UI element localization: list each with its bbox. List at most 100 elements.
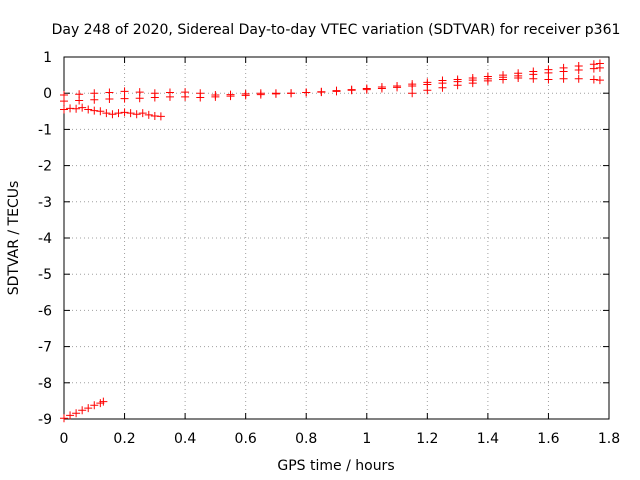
data-point bbox=[156, 112, 165, 121]
data-point bbox=[393, 83, 402, 92]
data-point bbox=[589, 75, 598, 84]
y-tick-label: -6 bbox=[38, 303, 52, 319]
data-point bbox=[138, 109, 147, 118]
y-tick-label: -3 bbox=[38, 195, 52, 211]
data-point bbox=[529, 74, 538, 83]
data-point bbox=[226, 92, 235, 101]
data-point bbox=[499, 75, 508, 84]
x-tick-label: 0 bbox=[60, 431, 69, 447]
data-point bbox=[126, 109, 135, 118]
data-point bbox=[84, 404, 93, 413]
data-point bbox=[60, 414, 68, 423]
data-point bbox=[144, 110, 153, 119]
data-point bbox=[78, 406, 87, 415]
data-point bbox=[60, 105, 68, 114]
series-track-lower-main bbox=[60, 63, 604, 106]
data-point bbox=[514, 73, 523, 82]
data-point bbox=[132, 110, 141, 119]
series-track-upper-main bbox=[60, 59, 604, 100]
data-points bbox=[60, 59, 604, 423]
data-point bbox=[438, 83, 447, 92]
y-tick-label: -9 bbox=[38, 412, 52, 428]
x-tick-label: 1.2 bbox=[416, 431, 438, 447]
data-point bbox=[347, 86, 356, 95]
data-point bbox=[559, 67, 568, 76]
data-point bbox=[453, 81, 462, 90]
data-point bbox=[120, 108, 129, 117]
y-tick-label: -8 bbox=[38, 376, 52, 392]
data-point bbox=[181, 92, 190, 101]
data-point bbox=[60, 97, 68, 106]
x-tick-label: 1.4 bbox=[477, 431, 499, 447]
data-point bbox=[574, 74, 583, 83]
data-point bbox=[377, 84, 386, 93]
data-point bbox=[196, 93, 205, 102]
data-point bbox=[120, 87, 129, 96]
y-tick-label: -5 bbox=[38, 267, 52, 283]
data-point bbox=[102, 109, 111, 118]
data-point bbox=[211, 92, 220, 101]
data-point bbox=[96, 107, 105, 116]
data-point bbox=[241, 91, 250, 100]
y-tick-label: -7 bbox=[38, 340, 52, 356]
data-point bbox=[589, 64, 598, 73]
data-point bbox=[317, 88, 326, 97]
data-point bbox=[595, 63, 604, 72]
data-point bbox=[332, 87, 341, 96]
data-point bbox=[99, 397, 108, 406]
data-point bbox=[483, 76, 492, 85]
x-tick-label: 0.8 bbox=[295, 431, 317, 447]
x-tick-labels: 0 0.2 0.4 0.6 0.8 1 1.2 1.4 1.6 1.8 bbox=[60, 431, 621, 447]
x-tick-label: 0.4 bbox=[174, 431, 196, 447]
data-point bbox=[287, 89, 296, 98]
data-point bbox=[544, 75, 553, 84]
data-point bbox=[75, 96, 84, 105]
data-point bbox=[408, 81, 417, 90]
data-point bbox=[150, 93, 159, 102]
data-point bbox=[84, 105, 93, 114]
y-tick-labels: 1 0 -1 -2 -3 -4 -5 -6 -7 -8 -9 bbox=[38, 50, 52, 428]
x-tick-label: 1.8 bbox=[598, 431, 620, 447]
y-tick-label: -1 bbox=[38, 122, 52, 138]
data-point bbox=[423, 86, 432, 95]
data-point bbox=[559, 74, 568, 83]
data-point bbox=[574, 66, 583, 75]
data-point bbox=[90, 106, 99, 115]
data-point bbox=[90, 401, 99, 410]
data-point bbox=[108, 110, 117, 119]
y-tick-label: -4 bbox=[38, 231, 52, 247]
data-point bbox=[105, 94, 114, 103]
data-point bbox=[72, 409, 81, 418]
grid bbox=[64, 57, 609, 419]
y-tick-label: 1 bbox=[43, 50, 52, 66]
axis-ticks bbox=[63, 56, 610, 420]
data-point bbox=[78, 103, 87, 112]
x-tick-label: 1.6 bbox=[537, 431, 559, 447]
data-point bbox=[72, 104, 81, 113]
data-point bbox=[165, 92, 174, 101]
y-axis-label: SDTVAR / TECUs bbox=[6, 181, 22, 296]
data-point bbox=[362, 85, 371, 94]
data-point bbox=[271, 89, 280, 98]
data-point bbox=[120, 94, 129, 103]
data-point bbox=[302, 88, 311, 97]
data-point bbox=[256, 90, 265, 99]
data-point bbox=[114, 109, 123, 118]
data-point bbox=[135, 94, 144, 103]
x-axis-label: GPS time / hours bbox=[277, 458, 394, 474]
y-tick-label: 0 bbox=[43, 86, 52, 102]
x-tick-label: 0.2 bbox=[113, 431, 135, 447]
series-track-offset bbox=[60, 397, 108, 423]
data-point bbox=[468, 79, 477, 88]
x-tick-label: 0.6 bbox=[235, 431, 257, 447]
series-track-late bbox=[408, 73, 604, 98]
data-point bbox=[90, 95, 99, 104]
data-point bbox=[66, 411, 75, 420]
data-point bbox=[408, 89, 417, 98]
x-tick-label: 1 bbox=[362, 431, 371, 447]
y-tick-label: -2 bbox=[38, 159, 52, 175]
chart-title: Day 248 of 2020, Sidereal Day-to-day VTE… bbox=[52, 22, 621, 38]
series-track-dip bbox=[60, 103, 165, 121]
data-point bbox=[595, 76, 604, 85]
